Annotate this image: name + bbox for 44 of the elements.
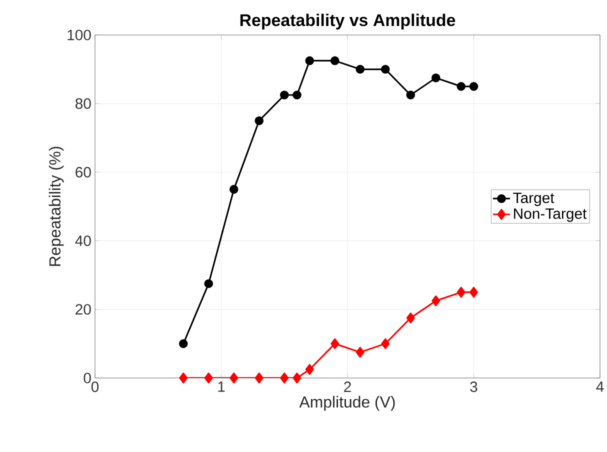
y-tick-label: 40 xyxy=(75,235,91,246)
x-tick-label: 0 xyxy=(91,382,99,392)
point xyxy=(381,338,390,350)
legend-label: Target xyxy=(513,192,554,206)
point xyxy=(406,312,415,324)
point xyxy=(431,73,440,82)
x-tick-label: 4 xyxy=(596,382,604,392)
point xyxy=(179,372,188,384)
y-tick-label: 60 xyxy=(76,166,91,178)
point xyxy=(204,279,214,288)
point xyxy=(470,286,478,298)
point xyxy=(178,339,188,348)
point xyxy=(280,90,289,100)
point xyxy=(356,346,364,358)
point xyxy=(380,64,390,74)
point xyxy=(330,338,340,350)
point xyxy=(280,372,289,384)
point xyxy=(292,90,302,100)
point xyxy=(406,90,416,100)
point xyxy=(229,184,238,194)
legend-label: Non-Target xyxy=(514,208,587,222)
point xyxy=(305,56,314,66)
point xyxy=(204,372,213,384)
y-tick-label: 20 xyxy=(76,304,91,315)
chart-title: Repeatability vs Amplitude xyxy=(240,14,456,30)
point xyxy=(292,372,302,384)
y-tick-label: 80 xyxy=(76,98,91,109)
point xyxy=(469,82,478,91)
x-tick-label: 1 xyxy=(218,382,225,392)
y-tick-label: 0 xyxy=(84,372,91,384)
point xyxy=(456,286,466,298)
point xyxy=(254,372,264,384)
x-tick-label: 3 xyxy=(470,382,478,392)
point xyxy=(254,116,264,126)
point xyxy=(456,82,466,91)
point xyxy=(330,56,340,66)
y-axis-title: Repeatability (%) xyxy=(48,146,64,266)
point xyxy=(305,364,314,375)
point xyxy=(432,295,440,306)
x-tick-label: 2 xyxy=(344,382,351,392)
x-axis-title: Amplitude (V) xyxy=(299,396,395,411)
point xyxy=(230,372,238,384)
y-tick-label: 100 xyxy=(68,30,91,40)
point xyxy=(356,64,365,74)
